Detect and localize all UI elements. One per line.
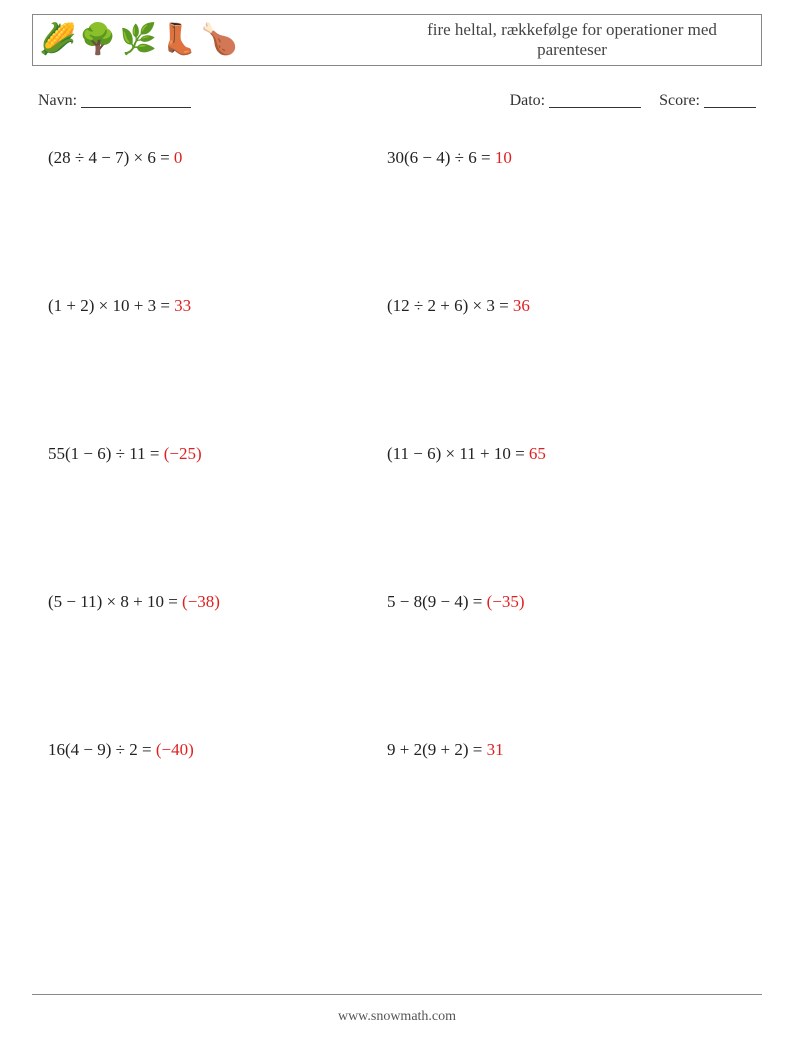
date-underline (549, 107, 641, 108)
problem-row: (1 + 2) × 10 + 3 = 33 (12 ÷ 2 + 6) × 3 =… (48, 296, 746, 316)
problem-cell: 55(1 − 6) ÷ 11 = (−25) (48, 444, 397, 464)
problem-expression: 9 + 2(9 + 2) = (387, 740, 487, 759)
problem-expression: 5 − 8(9 − 4) = (387, 592, 487, 611)
problem-cell: 9 + 2(9 + 2) = 31 (397, 740, 746, 760)
problem-cell: (5 − 11) × 8 + 10 = (−38) (48, 592, 397, 612)
problem-cell: (28 ÷ 4 − 7) × 6 = 0 (48, 148, 397, 168)
problem-expression: (11 − 6) × 11 + 10 = (387, 444, 529, 463)
problem-expression: (12 ÷ 2 + 6) × 3 = (387, 296, 513, 315)
problem-answer: 10 (495, 148, 512, 167)
poultry-icon: 🍗 (200, 25, 237, 55)
problem-cell: 16(4 − 9) ÷ 2 = (−40) (48, 740, 397, 760)
info-row: Navn: Dato: Score: (38, 92, 756, 110)
problem-answer: 31 (487, 740, 504, 759)
worksheet-title: fire heltal, rækkefølge for operationer … (397, 20, 747, 60)
problem-row: 16(4 − 9) ÷ 2 = (−40) 9 + 2(9 + 2) = 31 (48, 740, 746, 760)
boot-icon: 👢 (160, 25, 197, 55)
problem-answer: 36 (513, 296, 530, 315)
problem-expression: 55(1 − 6) ÷ 11 = (48, 444, 164, 463)
problem-expression: 30(6 − 4) ÷ 6 = (387, 148, 495, 167)
info-right: Dato: Score: (510, 92, 756, 110)
name-field: Navn: (38, 92, 510, 110)
footer-divider (32, 994, 762, 995)
tree-icon: 🌳 (79, 25, 116, 55)
problem-answer: 65 (529, 444, 546, 463)
footer-text: www.snowmath.com (0, 1009, 794, 1025)
problem-answer: (−40) (156, 740, 194, 759)
score-underline (704, 107, 756, 108)
header-icon-strip: 🌽 🌳 🌿 👢 🍗 (33, 25, 238, 55)
problems-area: (28 ÷ 4 − 7) × 6 = 0 30(6 − 4) ÷ 6 = 10 … (48, 148, 746, 888)
name-underline (81, 107, 191, 108)
problem-expression: 16(4 − 9) ÷ 2 = (48, 740, 156, 759)
header-box: 🌽 🌳 🌿 👢 🍗 fire heltal, rækkefølge for op… (32, 14, 762, 66)
problem-expression: (28 ÷ 4 − 7) × 6 = (48, 148, 174, 167)
problem-answer: (−35) (487, 592, 525, 611)
corn-icon: 🌽 (39, 25, 76, 55)
problem-row: (5 − 11) × 8 + 10 = (−38) 5 − 8(9 − 4) =… (48, 592, 746, 612)
problem-cell: 30(6 − 4) ÷ 6 = 10 (397, 148, 746, 168)
problem-answer: (−25) (164, 444, 202, 463)
problem-row: 55(1 − 6) ÷ 11 = (−25) (11 − 6) × 11 + 1… (48, 444, 746, 464)
problem-answer: 0 (174, 148, 183, 167)
date-label: Dato: (510, 92, 546, 109)
problem-expression: (5 − 11) × 8 + 10 = (48, 592, 182, 611)
problem-cell: (1 + 2) × 10 + 3 = 33 (48, 296, 397, 316)
name-label: Navn: (38, 92, 77, 109)
bare-tree-icon: 🌿 (120, 25, 157, 55)
problem-cell: 5 − 8(9 − 4) = (−35) (397, 592, 746, 612)
score-label: Score: (659, 92, 700, 109)
score-field: Score: (659, 92, 756, 110)
problem-expression: (1 + 2) × 10 + 3 = (48, 296, 174, 315)
problem-answer: (−38) (182, 592, 220, 611)
problem-cell: (11 − 6) × 11 + 10 = 65 (397, 444, 746, 464)
problem-cell: (12 ÷ 2 + 6) × 3 = 36 (397, 296, 746, 316)
date-field: Dato: (510, 92, 642, 110)
problem-answer: 33 (174, 296, 191, 315)
problem-row: (28 ÷ 4 − 7) × 6 = 0 30(6 − 4) ÷ 6 = 10 (48, 148, 746, 168)
